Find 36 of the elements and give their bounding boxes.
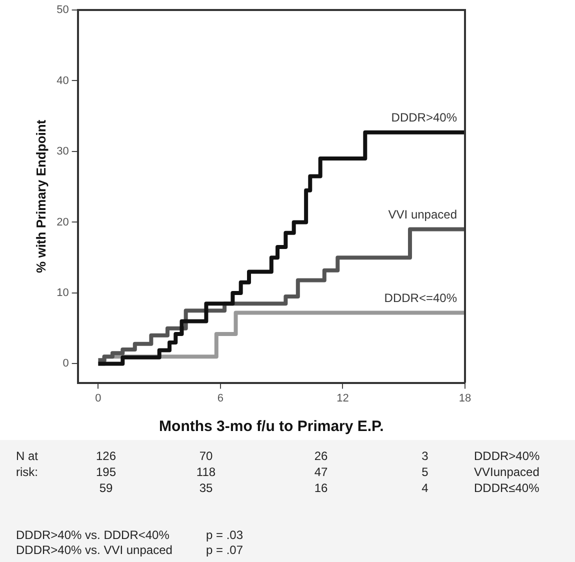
text: 118 — [195, 464, 217, 480]
text: 35 — [198, 480, 214, 496]
text: 26 — [313, 448, 329, 464]
text: DDDR>40% — [474, 448, 541, 464]
text: 16 — [313, 480, 329, 496]
text: 70 — [198, 448, 214, 464]
text: DDDR≤40% — [474, 480, 540, 496]
series-label: DDDR>40% — [391, 110, 458, 125]
y-tick-label: 50 — [56, 4, 69, 16]
text: DDDR>40% vs. VVI unpaced — [16, 543, 174, 558]
text: 59 — [98, 480, 114, 496]
text: p = .03 — [206, 528, 244, 543]
y-tick-label: 40 — [56, 74, 69, 87]
text: N at — [16, 448, 40, 464]
text: p = .07 — [206, 543, 244, 558]
text: 47 — [313, 464, 329, 480]
series-label: DDDR<=40% — [384, 291, 458, 306]
text: 3 — [420, 448, 430, 464]
series-label: VVI unpaced — [388, 208, 457, 222]
text: 5 — [420, 464, 430, 480]
x-tick-label: 6 — [217, 392, 224, 404]
x-tick-label: 18 — [458, 392, 472, 404]
text: 126 — [94, 448, 118, 464]
x-tick-label: 12 — [336, 392, 349, 404]
text: 195 — [94, 464, 118, 480]
x-tick-label: 0 — [95, 392, 102, 404]
y-tick-label: 20 — [56, 216, 69, 228]
y-tick-label: 30 — [56, 146, 69, 158]
text: DDDR>40% vs. DDDR<40% — [16, 528, 170, 543]
text: 4 — [420, 480, 430, 496]
text: risk: — [16, 464, 39, 480]
text: VVIunpaced — [474, 464, 540, 480]
y-tick-label: 10 — [56, 286, 69, 299]
y-tick-label: 0 — [62, 358, 69, 370]
x-axis-title: Months 3-mo f/u to Primary E.P. — [159, 418, 384, 436]
y-axis-title: % with Primary Endpoint — [33, 119, 48, 273]
